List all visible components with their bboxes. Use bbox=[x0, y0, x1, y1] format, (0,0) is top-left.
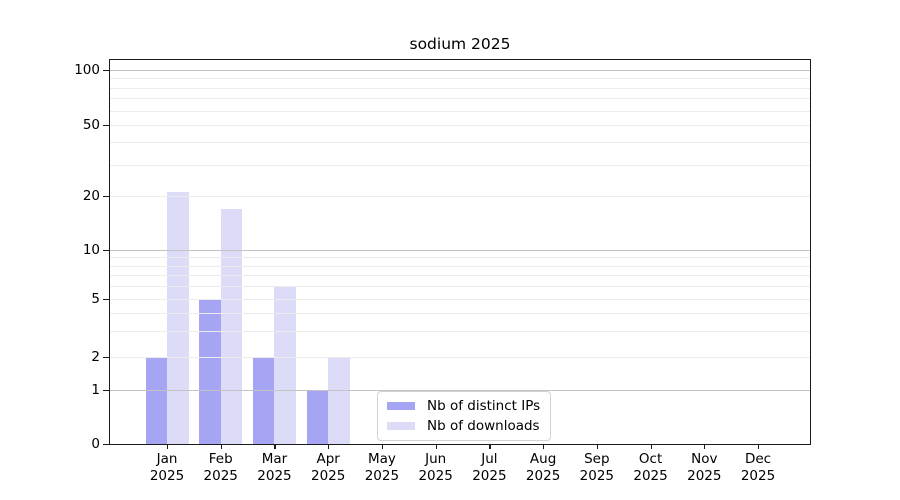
y-tick-label-2: 2 bbox=[91, 349, 100, 365]
x-tick-mark-jan bbox=[167, 445, 169, 449]
gridline-5 bbox=[110, 299, 810, 300]
x-tick-mark-feb bbox=[220, 445, 222, 449]
gridline-1 bbox=[110, 390, 810, 391]
x-tick-mark-oct bbox=[650, 445, 652, 449]
gridline-100 bbox=[110, 70, 810, 71]
bar-distinct-ips-apr bbox=[306, 390, 329, 444]
gridline-70 bbox=[110, 98, 810, 100]
x-tick-label-feb: Feb 2025 bbox=[203, 451, 238, 484]
y-tick-mark-1 bbox=[103, 390, 110, 392]
bar-downloads-feb bbox=[220, 208, 243, 444]
x-tick-label-jul: Jul 2025 bbox=[472, 451, 507, 484]
bars-layer bbox=[110, 60, 810, 444]
gridline-3 bbox=[110, 331, 810, 333]
x-tick-label-mar: Mar 2025 bbox=[257, 451, 292, 484]
x-tick-mark-nov bbox=[704, 445, 706, 449]
y-tick-mark-10 bbox=[103, 250, 110, 252]
y-tick-mark-5 bbox=[103, 299, 110, 301]
y-tick-label-5: 5 bbox=[91, 291, 100, 307]
legend-item-downloads: Nb of downloads bbox=[387, 418, 540, 434]
x-tick-mark-apr bbox=[328, 445, 330, 449]
x-tick-mark-sep bbox=[596, 445, 599, 449]
y-tick-label-100: 100 bbox=[74, 62, 100, 78]
y-tick-label-50: 50 bbox=[82, 117, 100, 133]
gridline-4 bbox=[110, 313, 810, 315]
x-tick-label-nov: Nov 2025 bbox=[687, 451, 722, 484]
x-tick-mark-dec bbox=[758, 445, 760, 449]
bar-downloads-jan bbox=[167, 192, 189, 444]
legend-label-downloads: Nb of downloads bbox=[427, 418, 540, 434]
chart-title: sodium 2025 bbox=[409, 35, 511, 53]
y-tick-label-10: 10 bbox=[82, 242, 100, 258]
gridline-7 bbox=[110, 275, 810, 277]
gridline-9 bbox=[110, 257, 810, 259]
x-tick-mark-mar bbox=[274, 445, 276, 449]
gridline-50 bbox=[110, 125, 810, 126]
x-tick-label-dec: Dec 2025 bbox=[740, 451, 776, 484]
gridline-8 bbox=[110, 265, 810, 267]
x-tick-mark-aug bbox=[543, 445, 545, 449]
y-tick-mark-100 bbox=[103, 70, 110, 72]
gridline-40 bbox=[110, 142, 810, 144]
x-tick-label-apr: Apr 2025 bbox=[311, 451, 346, 484]
bar-downloads-apr bbox=[328, 357, 350, 444]
y-tick-mark-20 bbox=[103, 196, 110, 198]
gridline-10 bbox=[110, 250, 810, 251]
x-tick-label-may: May 2025 bbox=[364, 451, 400, 484]
bar-downloads-mar bbox=[274, 286, 296, 444]
x-tick-mark-may bbox=[381, 445, 384, 449]
bar-distinct-ips-feb bbox=[199, 299, 221, 444]
legend-item-distinct-ips: Nb of distinct IPs bbox=[387, 398, 540, 414]
gridline-90 bbox=[110, 78, 810, 80]
gridline-30 bbox=[110, 164, 810, 166]
y-tick-mark-0 bbox=[103, 444, 110, 446]
y-tick-label-20: 20 bbox=[82, 188, 100, 204]
legend-swatch-distinct-ips bbox=[387, 402, 415, 410]
plot-area: Nb of distinct IPs Nb of downloads bbox=[109, 59, 811, 445]
legend-label-distinct-ips: Nb of distinct IPs bbox=[427, 398, 541, 414]
y-tick-label-0: 0 bbox=[91, 436, 100, 452]
x-tick-label-sep: Sep 2025 bbox=[579, 451, 614, 484]
x-tick-label-jan: Jan 2025 bbox=[149, 451, 185, 484]
bar-distinct-ips-mar bbox=[252, 357, 275, 444]
gridline-60 bbox=[110, 110, 810, 112]
x-tick-mark-jul bbox=[489, 445, 491, 449]
gridline-20 bbox=[110, 196, 810, 197]
y-tick-mark-50 bbox=[103, 125, 110, 127]
y-tick-label-1: 1 bbox=[91, 382, 100, 398]
x-tick-label-jun: Jun 2025 bbox=[418, 451, 453, 484]
bar-distinct-ips-jan bbox=[145, 357, 167, 444]
gridline-2 bbox=[110, 357, 810, 358]
gridline-6 bbox=[110, 286, 810, 288]
gridlines-layer bbox=[110, 60, 810, 444]
legend: Nb of distinct IPs Nb of downloads bbox=[377, 391, 552, 441]
gridline-80 bbox=[110, 87, 810, 89]
y-tick-mark-2 bbox=[103, 357, 110, 359]
x-tick-label-oct: Oct 2025 bbox=[633, 451, 668, 484]
legend-swatch-downloads bbox=[387, 422, 415, 430]
x-tick-mark-jun bbox=[435, 445, 437, 449]
x-tick-label-aug: Aug 2025 bbox=[525, 451, 561, 484]
